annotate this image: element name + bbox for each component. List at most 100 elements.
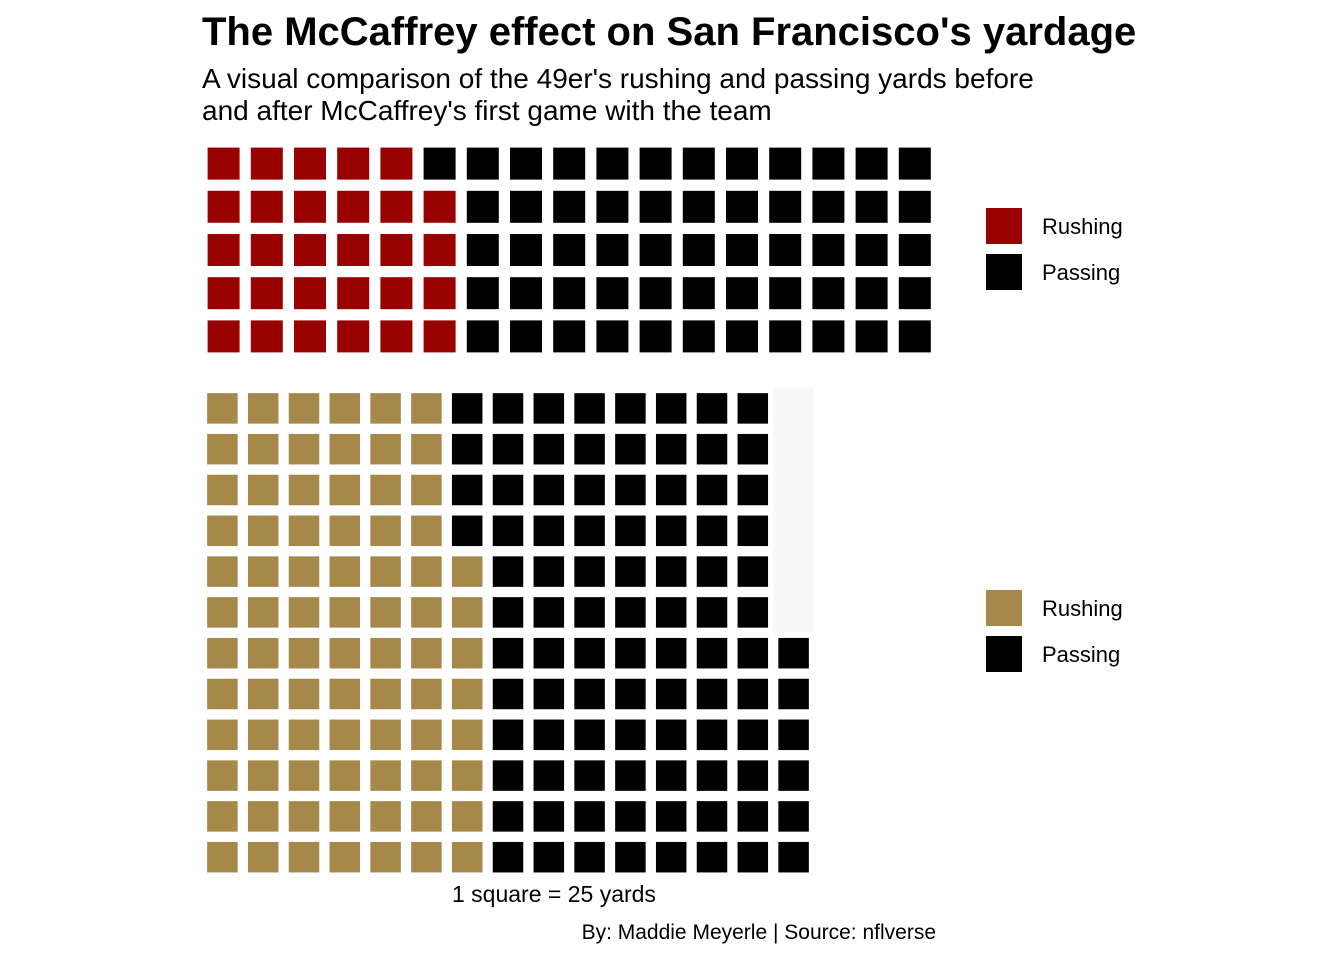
waffle-square-passing-after	[615, 474, 646, 506]
waffle-square-rushing-after	[288, 801, 320, 832]
waffle-square-rushing-after	[288, 597, 320, 628]
waffle-square-rushing-after	[288, 637, 320, 669]
waffle-square-rushing-after	[247, 678, 279, 710]
waffle-square-passing-before	[812, 147, 845, 180]
waffle-square-passing-after	[492, 433, 524, 465]
legend-swatch-rushing-before	[986, 208, 1022, 244]
waffle-square-rushing-after	[207, 515, 238, 547]
waffle-square-rushing-after	[370, 719, 401, 751]
waffle-square-passing-before	[639, 190, 672, 223]
waffle-square-rushing-after	[288, 719, 320, 751]
waffle-square-passing-after	[533, 393, 565, 424]
waffle-square-passing-before	[510, 147, 542, 180]
waffle-square-passing-after	[737, 760, 769, 791]
waffle-square-passing-after	[737, 474, 769, 506]
waffle-square-passing-before	[769, 147, 802, 180]
waffle-square-passing-after	[574, 515, 605, 547]
legend-label-passing-before: Passing	[1042, 260, 1121, 285]
waffle-square-passing-before	[855, 190, 888, 223]
waffle-square-passing-after	[533, 719, 565, 751]
waffle-square-passing-before	[553, 277, 586, 310]
waffle-square-rushing-before	[337, 147, 370, 180]
waffle-square-passing-after	[655, 597, 687, 628]
waffle-square-rushing-after	[411, 474, 442, 506]
waffle-square-rushing-before	[337, 234, 370, 266]
waffle-square-rushing-after	[370, 637, 401, 669]
legend-item-rushing-before: Rushing	[986, 208, 1246, 244]
waffle-square-rushing-after	[329, 841, 361, 873]
waffle-square-passing-before	[423, 147, 456, 180]
waffle-square-passing-after	[492, 393, 524, 424]
waffle-square-passing-before	[639, 147, 672, 180]
subtitle-line-1: A visual comparison of the 49er's rushin…	[202, 63, 1034, 94]
waffle-square-passing-after	[655, 719, 687, 751]
waffle-square-passing-after	[533, 678, 565, 710]
waffle-square-passing-after	[574, 474, 605, 506]
waffle-square-rushing-after	[451, 597, 483, 628]
waffle-square-passing-after	[655, 801, 687, 832]
waffle-square-passing-before	[596, 320, 629, 353]
waffle-square-passing-after	[574, 760, 605, 791]
waffle-square-passing-before	[510, 277, 542, 310]
waffle-square-passing-after	[737, 841, 769, 873]
waffle-square-passing-before	[510, 234, 542, 266]
waffle-square-rushing-after	[207, 393, 238, 424]
waffle-square-rushing-before	[380, 234, 413, 266]
chart-title: The McCaffrey effect on San Francisco's …	[202, 10, 1137, 54]
waffle-square-rushing-before	[337, 320, 370, 353]
waffle-square-passing-after	[574, 678, 605, 710]
legend-label-rushing-after: Rushing	[1042, 596, 1123, 621]
waffle-square-rushing-after	[370, 841, 401, 873]
waffle-square-passing-before	[898, 234, 931, 266]
waffle-square-rushing-before	[380, 147, 413, 180]
waffle-square-rushing-before	[294, 234, 326, 266]
waffle-square-rushing-after	[207, 719, 238, 751]
waffle-square-passing-after	[655, 474, 687, 506]
waffle-square-rushing-before	[207, 190, 240, 223]
waffle-square-rushing-after	[370, 597, 401, 628]
waffle-square-passing-after	[574, 433, 605, 465]
waffle-square-rushing-after	[329, 393, 361, 424]
waffle-square-passing-before	[682, 190, 715, 223]
waffle-square-passing-before	[682, 320, 715, 353]
waffle-square-rushing-before	[423, 320, 456, 353]
waffle-square-rushing-before	[294, 147, 326, 180]
legend-label-passing-after: Passing	[1042, 642, 1121, 667]
waffle-square-rushing-after	[247, 719, 279, 751]
waffle-square-rushing-before	[294, 320, 326, 353]
waffle-square-passing-after	[492, 474, 524, 506]
waffle-square-passing-after	[451, 433, 483, 465]
waffle-square-passing-after	[451, 474, 483, 506]
waffle-square-rushing-after	[451, 556, 483, 587]
waffle-square-passing-after	[737, 597, 769, 628]
waffle-square-passing-after	[737, 556, 769, 587]
waffle-square-rushing-after	[247, 637, 279, 669]
waffle-square-rushing-before	[250, 320, 283, 353]
waffle-square-rushing-before	[207, 234, 240, 266]
waffle-square-passing-before	[898, 277, 931, 310]
waffle-square-passing-after	[492, 801, 524, 832]
chart-subtitle: A visual comparison of the 49er's rushin…	[202, 63, 1102, 127]
waffle-square-rushing-before	[294, 277, 326, 310]
waffle-square-passing-after	[778, 841, 809, 873]
waffle-square-passing-after	[533, 637, 565, 669]
waffle-square-rushing-before	[380, 277, 413, 310]
waffle-square-rushing-after	[451, 678, 483, 710]
waffle-square-rushing-after	[288, 841, 320, 873]
waffle-square-rushing-after	[411, 393, 442, 424]
waffle-square-rushing-after	[411, 801, 442, 832]
waffle-square-rushing-after	[207, 637, 238, 669]
waffle-square-passing-after	[737, 637, 769, 669]
legend-item-rushing-after: Rushing	[986, 590, 1246, 626]
waffle-square-passing-after	[492, 841, 524, 873]
waffle-square-passing-before	[726, 277, 758, 310]
waffle-square-passing-before	[812, 234, 845, 266]
waffle-square-passing-after	[533, 515, 565, 547]
waffle-square-passing-after	[492, 678, 524, 710]
waffle-square-passing-after	[615, 841, 646, 873]
waffle-square-rushing-before	[423, 277, 456, 310]
waffle-square-passing-after	[492, 719, 524, 751]
waffle-square-passing-before	[596, 277, 629, 310]
waffle-square-rushing-after	[247, 433, 279, 465]
waffle-square-rushing-after	[247, 515, 279, 547]
